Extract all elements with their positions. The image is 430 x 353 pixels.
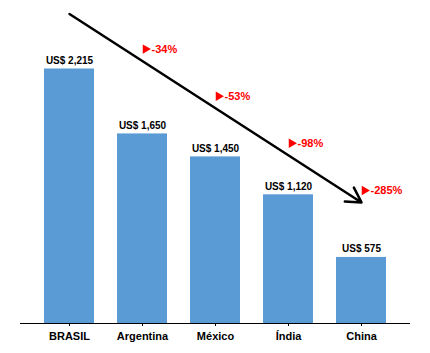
svg-text:-98%: -98% — [298, 137, 324, 149]
svg-text:México: México — [197, 330, 235, 342]
svg-text:US$ 1,650: US$ 1,650 — [119, 120, 167, 131]
svg-text:US$ 575: US$ 575 — [342, 243, 381, 254]
svg-text:US$ 1,120: US$ 1,120 — [265, 181, 313, 192]
svg-text:China: China — [346, 330, 377, 342]
svg-text:Argentina: Argentina — [117, 330, 169, 342]
svg-text:Índia: Índia — [276, 330, 303, 342]
svg-text:US$ 2,215: US$ 2,215 — [46, 55, 94, 66]
svg-text:-34%: -34% — [152, 43, 178, 55]
svg-text:-53%: -53% — [225, 90, 251, 102]
svg-text:-285%: -285% — [371, 184, 403, 196]
svg-text:BRASIL: BRASIL — [49, 330, 90, 342]
svg-text:US$ 1,450: US$ 1,450 — [192, 143, 240, 154]
